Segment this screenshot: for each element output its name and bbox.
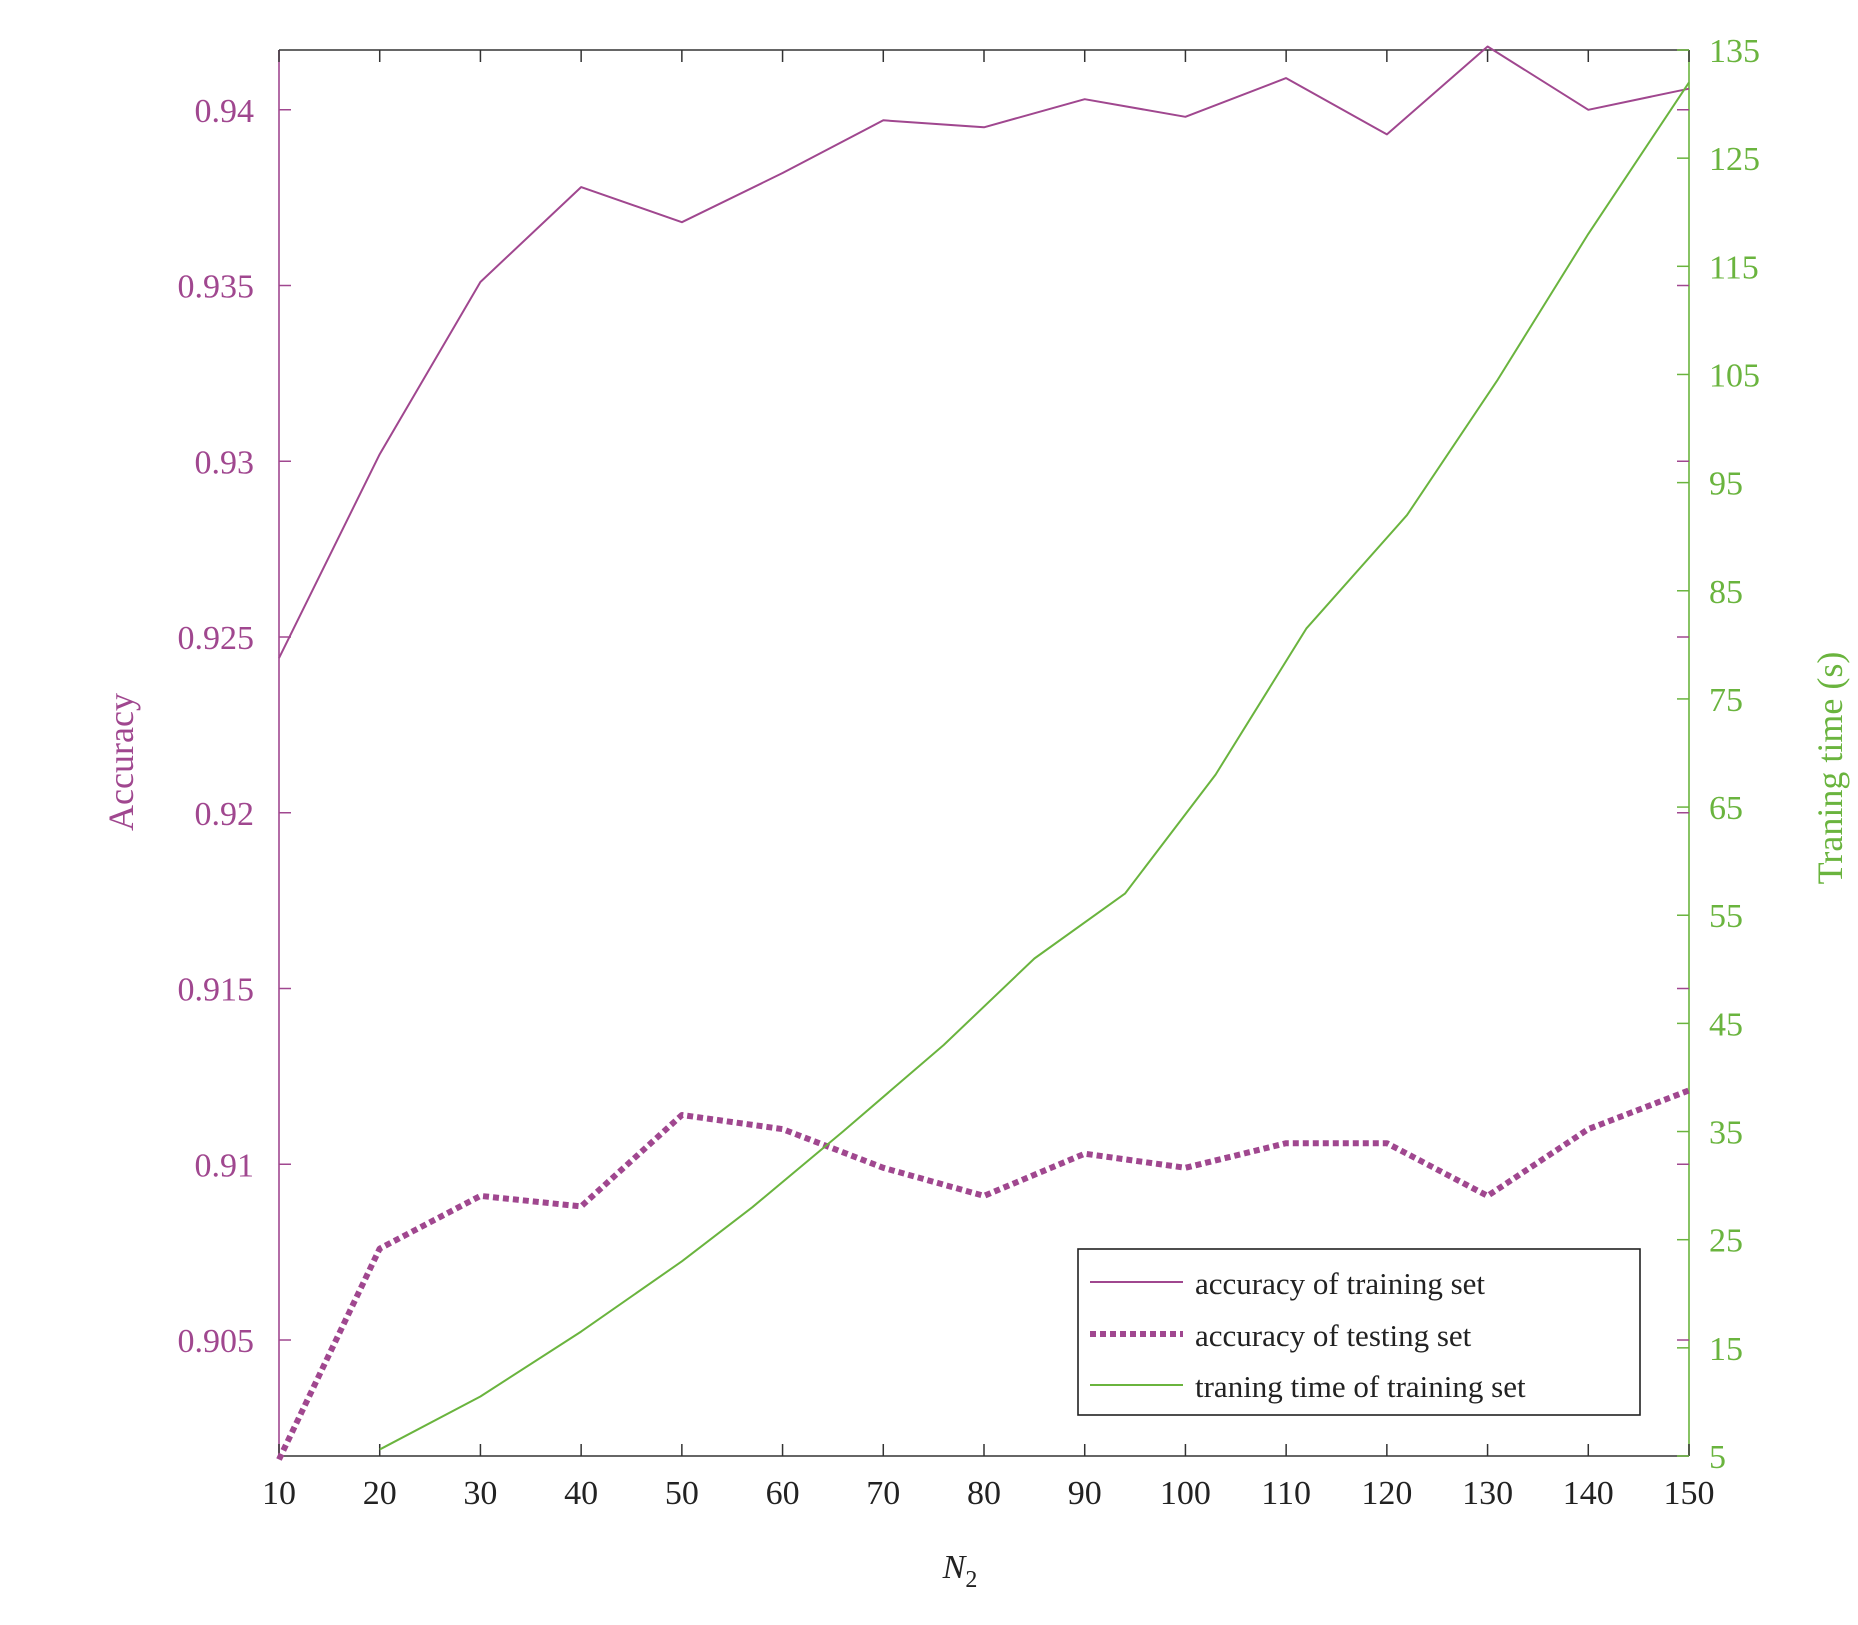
y-left-tick-label: 0.94 xyxy=(195,93,255,130)
y-right-tick-label: 15 xyxy=(1709,1331,1743,1368)
x-axis-label-subscript: 2 xyxy=(965,1567,977,1593)
y-left-tick-label: 0.925 xyxy=(178,620,255,657)
y-right-tick-label: 45 xyxy=(1709,1006,1743,1043)
series-line-training-time xyxy=(379,81,1690,1451)
series-line-testing-accuracy xyxy=(276,1087,1691,1461)
y-left-tick-label: 0.915 xyxy=(178,972,255,1009)
y-left-tick-label: 0.93 xyxy=(195,444,255,481)
x-tick-label: 20 xyxy=(363,1475,397,1512)
y-right-tick-label: 115 xyxy=(1709,249,1759,286)
y-right-tick-label: 85 xyxy=(1709,574,1743,611)
x-tick-label: 10 xyxy=(262,1475,296,1512)
legend-label-testing-accuracy: accuracy of testing set xyxy=(1195,1318,1472,1353)
y-left-tick-label: 0.91 xyxy=(195,1147,255,1184)
y-right-tick-label: 5 xyxy=(1709,1439,1726,1476)
x-tick-label: 90 xyxy=(1068,1475,1102,1512)
y-right-tick-label: 95 xyxy=(1709,466,1743,503)
x-tick-label: 150 xyxy=(1664,1475,1715,1512)
y-right-tick-label: 135 xyxy=(1709,33,1760,70)
x-tick-label: 100 xyxy=(1160,1475,1211,1512)
x-tick-label: 130 xyxy=(1462,1475,1513,1512)
y-axis-label-left: Accuracy xyxy=(101,693,141,831)
x-tick-label: 40 xyxy=(564,1475,598,1512)
series-line-training-accuracy xyxy=(278,45,1690,659)
y-right-tick-label: 35 xyxy=(1709,1115,1743,1152)
y-left-tick-label: 0.905 xyxy=(178,1323,255,1360)
x-tick-label: 120 xyxy=(1361,1475,1412,1512)
y-right-tick-label: 25 xyxy=(1709,1223,1743,1260)
x-tick-label: 80 xyxy=(967,1475,1001,1512)
y-right-tick-label: 125 xyxy=(1709,141,1760,178)
legend-label-training-accuracy: accuracy of training set xyxy=(1195,1266,1485,1301)
y-right-tick-label: 105 xyxy=(1709,357,1760,394)
y-left-tick-label: 0.92 xyxy=(195,796,255,833)
legend: accuracy of training set accuracy of tes… xyxy=(1077,1248,1641,1416)
y-axis-label-right: Traning time (s) xyxy=(1810,652,1850,885)
x-tick-label: 140 xyxy=(1563,1475,1614,1512)
legend-label-training-time: traning time of training set xyxy=(1195,1369,1526,1404)
x-tick-label: 50 xyxy=(665,1475,699,1512)
y-left-tick-label: 0.935 xyxy=(178,269,255,306)
y-right-tick-label: 55 xyxy=(1709,898,1743,935)
x-tick-label: 60 xyxy=(766,1475,800,1512)
x-tick-label: 110 xyxy=(1261,1475,1311,1512)
x-axis-label: N2 xyxy=(942,1549,978,1593)
x-tick-label: 30 xyxy=(463,1475,497,1512)
y-right-tick-label: 65 xyxy=(1709,790,1743,827)
y-right-tick-label: 75 xyxy=(1709,682,1743,719)
x-tick-label: 70 xyxy=(866,1475,900,1512)
